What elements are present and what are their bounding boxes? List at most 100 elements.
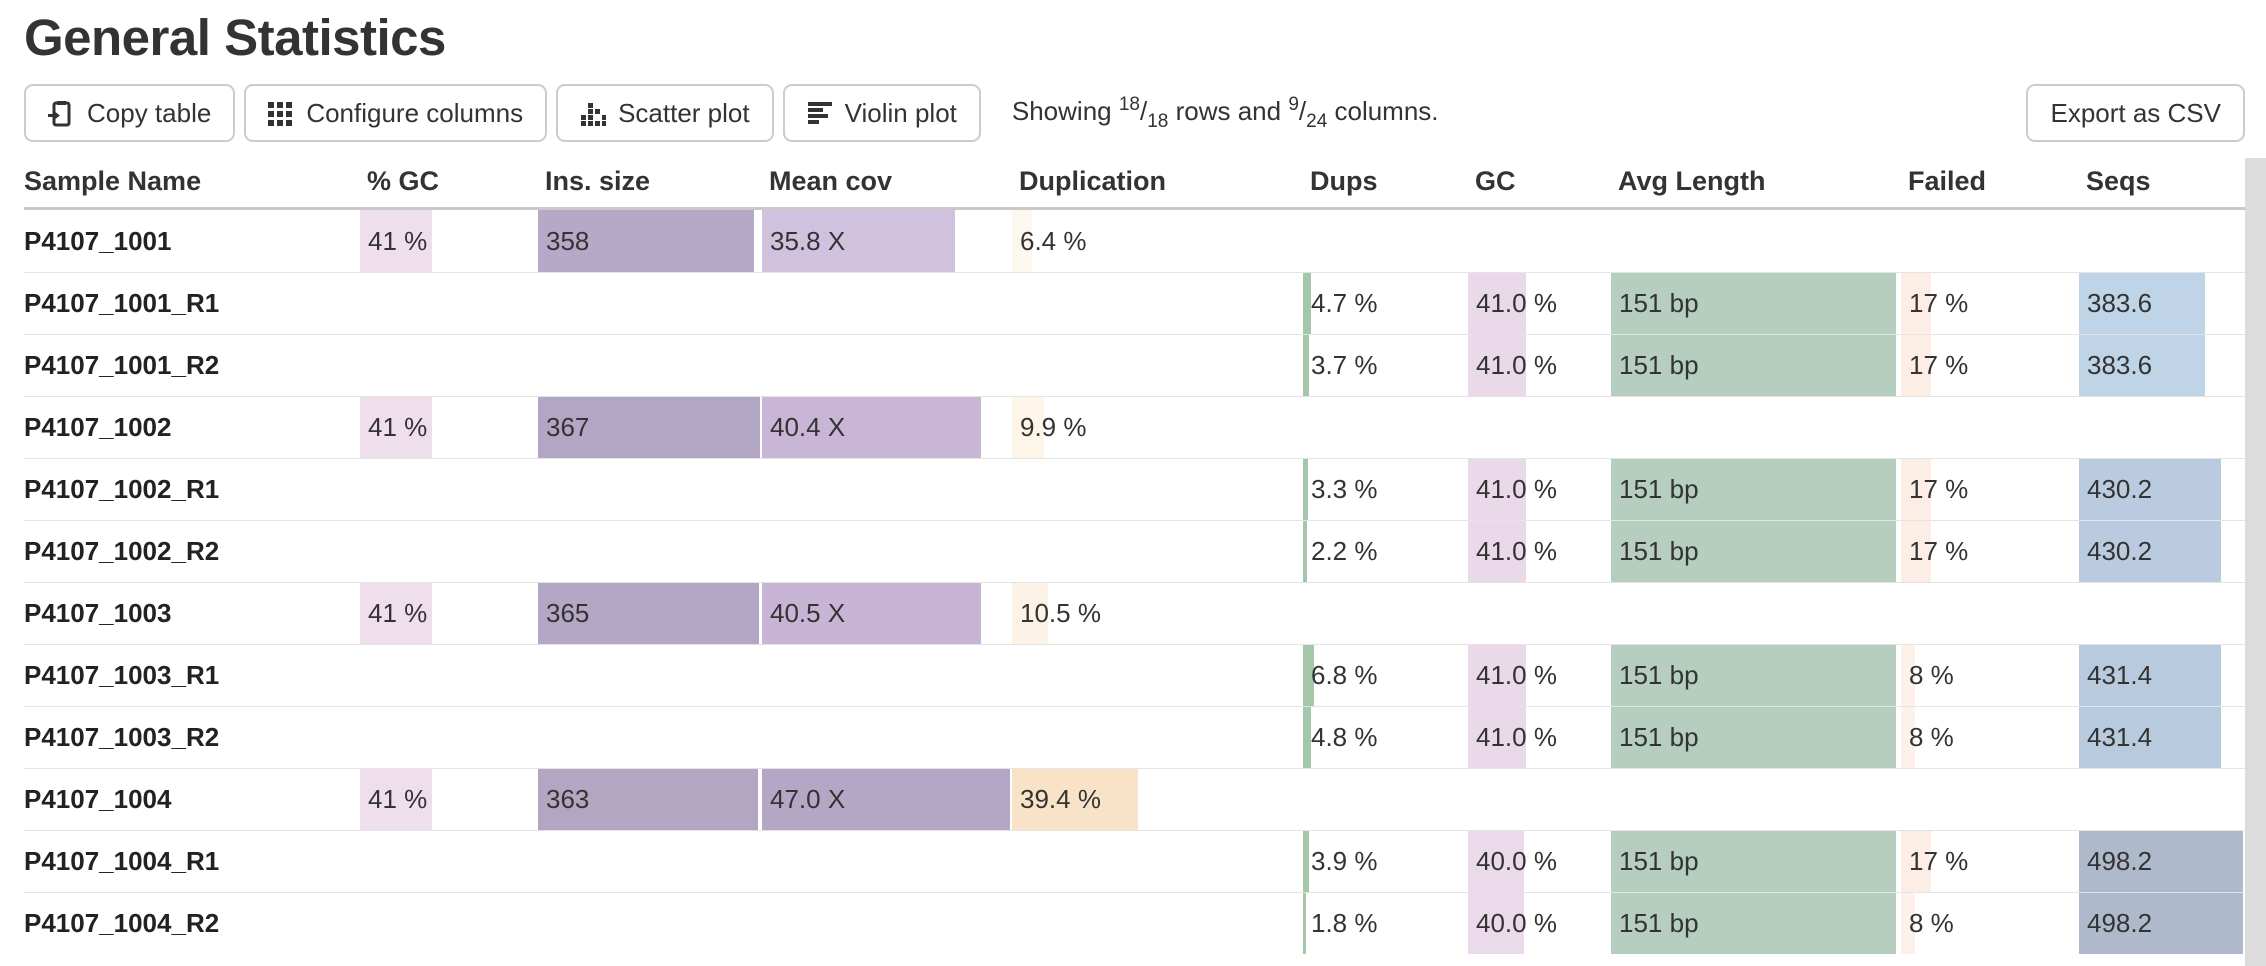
cell-value: 8 %: [1909, 660, 1954, 690]
cell-duplication: [1012, 272, 1303, 334]
cell-gc: 41.0 %: [1468, 272, 1611, 334]
value-bar: [1303, 830, 1310, 892]
cell-dups: 6.8 %: [1303, 644, 1468, 706]
cell-duplication: 6.4 %: [1012, 210, 1303, 272]
cell-mean_cov: 47.0 X: [762, 768, 1012, 830]
column-header-dups[interactable]: Dups: [1310, 166, 1378, 196]
cell-value: 367: [546, 412, 590, 442]
cell-gc: 41.0 %: [1468, 644, 1611, 706]
cell-duplication: [1012, 334, 1303, 396]
cell-mean_cov: [762, 644, 1012, 706]
cell-value: 3.3 %: [1311, 474, 1378, 504]
column-header-failed[interactable]: Failed: [1908, 166, 1987, 196]
cell-failed: [1901, 582, 2079, 644]
cell-pct_gc: [360, 706, 538, 768]
vertical-scrollbar[interactable]: [2245, 158, 2266, 966]
value-bar: [1611, 830, 1897, 892]
cell-value: 17 %: [1909, 474, 1969, 504]
cell-pct_gc: [360, 272, 538, 334]
value-bar: [1611, 272, 1897, 334]
value-bar: [2079, 458, 2221, 520]
page-title: General Statistics: [24, 9, 446, 66]
value-bar: [1901, 334, 1931, 396]
value-bar: [1303, 458, 1309, 520]
cell-ins_size: [538, 892, 762, 954]
cell-mean_cov: 40.4 X: [762, 396, 1012, 458]
cell-failed: [1901, 396, 2079, 458]
cell-value: 40.0 %: [1476, 908, 1557, 938]
violin-plot-button[interactable]: Violin plot: [782, 84, 981, 142]
cell-value: 41 %: [368, 226, 428, 256]
cell-ins_size: [538, 334, 762, 396]
cell-ins_size: [538, 706, 762, 768]
value-bar: [762, 768, 1010, 830]
column-header-duplication[interactable]: Duplication: [1019, 166, 1166, 196]
table-row: P4107_1002_R1 3.3 % 41.0 % 151 bp 17 % 430.2: [24, 458, 2245, 520]
cell-mean_cov: [762, 892, 1012, 954]
cell-pct_gc: 41 %: [360, 582, 538, 644]
column-header-ins_size[interactable]: Ins. size: [545, 166, 651, 196]
value-bar: [762, 582, 982, 644]
cell-gc: [1468, 582, 1611, 644]
table-row: P4107_1004_R2 1.8 % 40.0 % 151 bp 8 % 498.2: [24, 892, 2245, 954]
value-bar: [1468, 644, 1526, 706]
value-bar: [1611, 644, 1897, 706]
cell-value: 10.5 %: [1020, 598, 1101, 628]
cell-gc: [1468, 768, 1611, 830]
cell-avg_length: 151 bp: [1611, 520, 1901, 582]
cell-value: 383.6: [2087, 350, 2153, 380]
cell-dups: 2.2 %: [1303, 520, 1468, 582]
value-bar: [1303, 272, 1311, 334]
value-bar: [360, 582, 433, 644]
cell-seqs: 430.2: [2079, 458, 2245, 520]
value-bar: [538, 582, 759, 644]
cell-seqs: 498.2: [2079, 830, 2245, 892]
cell-dups: [1303, 582, 1468, 644]
sample-name-cell: P4107_1002_R1: [24, 474, 220, 504]
table-row: P4107_1004 41 % 363 47.0 X 39.4 %: [24, 768, 2245, 830]
cell-avg_length: [1611, 396, 1901, 458]
table-row: P4107_1004_R1 3.9 % 40.0 % 151 bp 17 % 498.2: [24, 830, 2245, 892]
table-row: P4107_1001_R1 4.7 % 41.0 % 151 bp 17 % 383.6: [24, 272, 2245, 334]
value-bar: [538, 210, 755, 272]
column-header-mean_cov[interactable]: Mean cov: [769, 166, 893, 196]
cell-duplication: [1012, 706, 1303, 768]
cell-seqs: 430.2: [2079, 520, 2245, 582]
sample-name-cell: P4107_1003_R1: [24, 660, 220, 690]
cell-failed: 17 %: [1901, 334, 2079, 396]
column-header-gc[interactable]: GC: [1475, 166, 1516, 196]
value-bar: [1901, 706, 1916, 768]
cell-mean_cov: 40.5 X: [762, 582, 1012, 644]
cell-pct_gc: [360, 458, 538, 520]
scatter-dots-icon: [580, 100, 607, 126]
value-bar: [1303, 520, 1307, 582]
cell-mean_cov: [762, 706, 1012, 768]
export-as-csv-button[interactable]: Export as CSV: [2026, 84, 2245, 142]
column-header-pct_gc[interactable]: % GC: [367, 166, 440, 196]
value-bar: [1468, 272, 1526, 334]
column-header-avg_length[interactable]: Avg Length: [1618, 166, 1766, 196]
table-row: P4107_1003 41 % 365 40.5 X 10.5 %: [24, 582, 2245, 644]
cell-value: 8 %: [1909, 908, 1954, 938]
cell-avg_length: 151 bp: [1611, 458, 1901, 520]
cell-duplication: [1012, 830, 1303, 892]
cell-failed: 17 %: [1901, 520, 2079, 582]
configure-columns-button[interactable]: Configure columns: [244, 84, 548, 142]
cell-mean_cov: 35.8 X: [762, 210, 1012, 272]
cell-pct_gc: [360, 892, 538, 954]
table-body: P4107_1001 41 % 358 35.8 X 6.4 % P4107_1001_R…: [24, 210, 2245, 954]
value-bar: [360, 768, 433, 830]
cell-dups: 4.8 %: [1303, 706, 1468, 768]
showing-rows-columns-text: Showing 18/18 rows and 9/24 columns.: [1011, 93, 1439, 132]
cell-seqs: [2079, 582, 2245, 644]
cell-pct_gc: [360, 520, 538, 582]
cell-ins_size: 367: [538, 396, 762, 458]
value-bar: [2079, 892, 2243, 954]
column-header-seqs[interactable]: Seqs: [2086, 166, 2151, 196]
cell-mean_cov: [762, 272, 1012, 334]
cell-value: 2.2 %: [1311, 536, 1378, 566]
copy-table-button[interactable]: Copy table: [24, 84, 236, 142]
cell-value: 4.7 %: [1311, 288, 1378, 318]
scatter-plot-button[interactable]: Scatter plot: [556, 84, 774, 142]
column-header-sample[interactable]: Sample Name: [24, 166, 202, 196]
